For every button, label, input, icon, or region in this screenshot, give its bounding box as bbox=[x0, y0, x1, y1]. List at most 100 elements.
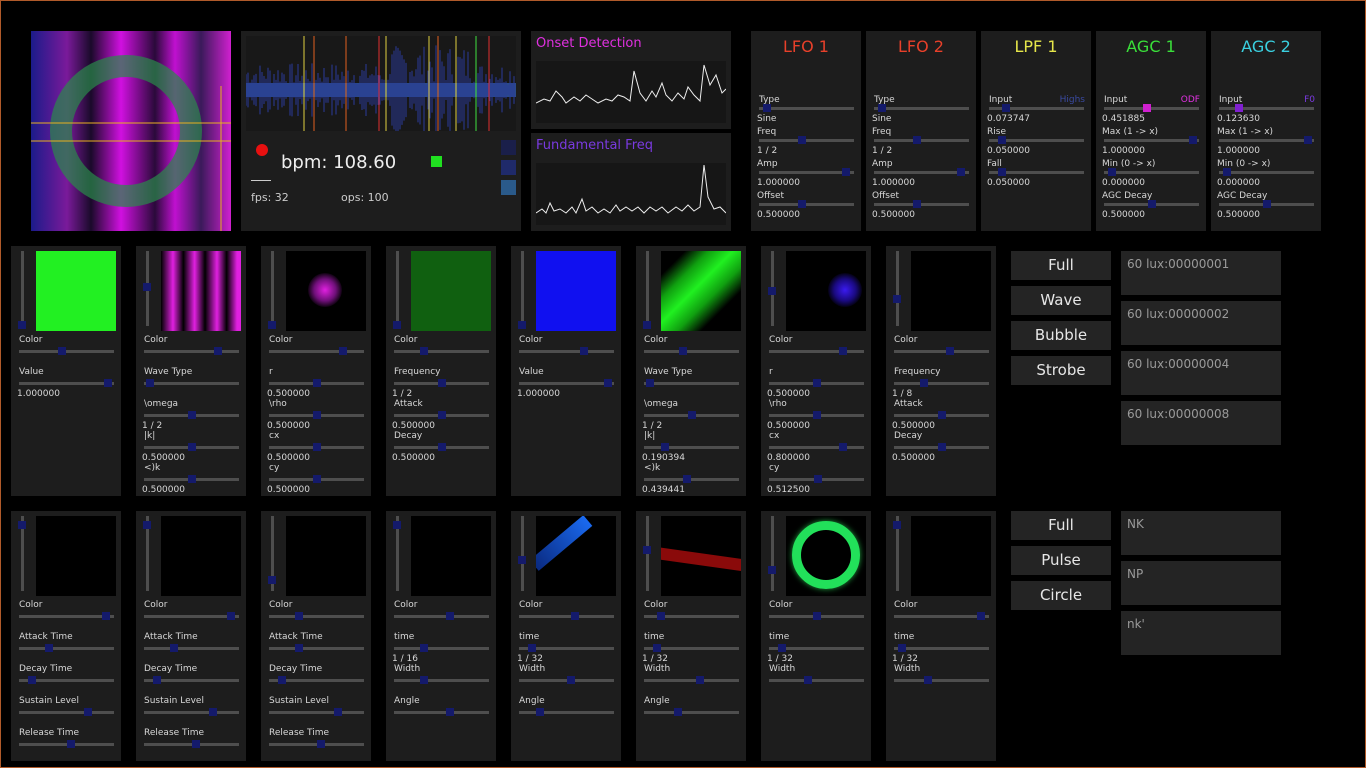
slider-knob[interactable] bbox=[313, 443, 321, 451]
slider-knob[interactable] bbox=[58, 347, 66, 355]
param-slider[interactable] bbox=[769, 612, 864, 620]
param-slider[interactable] bbox=[769, 644, 864, 652]
slider-knob[interactable] bbox=[438, 379, 446, 387]
slider-knob[interactable] bbox=[393, 521, 401, 529]
intensity-slider[interactable] bbox=[643, 516, 651, 591]
slider-knob[interactable] bbox=[643, 546, 651, 554]
param-slider[interactable] bbox=[394, 708, 489, 716]
param-slider[interactable] bbox=[769, 676, 864, 684]
slider-knob[interactable] bbox=[653, 644, 661, 652]
param-slider[interactable] bbox=[19, 347, 114, 355]
pattern-button-full[interactable]: Full bbox=[1011, 251, 1111, 280]
slider-knob[interactable] bbox=[674, 708, 682, 716]
param-slider[interactable] bbox=[144, 612, 239, 620]
param-slider[interactable] bbox=[894, 676, 989, 684]
slider-knob[interactable] bbox=[278, 676, 286, 684]
slider-knob[interactable] bbox=[657, 612, 665, 620]
param-slider[interactable] bbox=[19, 612, 114, 620]
param-slider[interactable] bbox=[19, 379, 114, 387]
slider-knob[interactable] bbox=[227, 612, 235, 620]
param-slider[interactable] bbox=[874, 200, 969, 208]
slider-knob[interactable] bbox=[998, 168, 1006, 176]
slider-knob[interactable] bbox=[317, 740, 325, 748]
slider-knob[interactable] bbox=[446, 612, 454, 620]
light-box[interactable]: 60 lux:00000004 bbox=[1121, 351, 1281, 395]
slider-knob[interactable] bbox=[84, 708, 92, 716]
slider-knob[interactable] bbox=[924, 676, 932, 684]
param-slider[interactable] bbox=[519, 644, 614, 652]
slider-knob[interactable] bbox=[188, 475, 196, 483]
param-slider[interactable] bbox=[644, 708, 739, 716]
param-slider[interactable] bbox=[769, 443, 864, 451]
param-slider[interactable] bbox=[1104, 136, 1199, 144]
param-slider[interactable] bbox=[144, 379, 239, 387]
slider-knob[interactable] bbox=[842, 168, 850, 176]
slider-knob[interactable] bbox=[580, 347, 588, 355]
slider-knob[interactable] bbox=[1223, 168, 1231, 176]
slider-knob[interactable] bbox=[813, 612, 821, 620]
param-slider[interactable] bbox=[144, 475, 239, 483]
param-slider[interactable] bbox=[894, 347, 989, 355]
param-slider[interactable] bbox=[144, 347, 239, 355]
param-slider[interactable] bbox=[269, 676, 364, 684]
slider-knob[interactable] bbox=[420, 676, 428, 684]
slider-knob[interactable] bbox=[339, 347, 347, 355]
slider-knob[interactable] bbox=[1148, 200, 1156, 208]
slider-knob[interactable] bbox=[571, 612, 579, 620]
slider-knob[interactable] bbox=[313, 379, 321, 387]
slider-knob[interactable] bbox=[153, 676, 161, 684]
param-slider[interactable] bbox=[269, 644, 364, 652]
param-slider[interactable] bbox=[394, 644, 489, 652]
param-slider[interactable] bbox=[1219, 168, 1314, 176]
slider-knob[interactable] bbox=[1143, 104, 1151, 112]
param-slider[interactable] bbox=[759, 200, 854, 208]
param-slider[interactable] bbox=[644, 475, 739, 483]
param-slider[interactable] bbox=[144, 708, 239, 716]
param-slider[interactable] bbox=[894, 411, 989, 419]
slider-knob[interactable] bbox=[778, 644, 786, 652]
intensity-slider[interactable] bbox=[393, 516, 401, 591]
slider-knob[interactable] bbox=[1304, 136, 1312, 144]
slider-knob[interactable] bbox=[295, 612, 303, 620]
param-slider[interactable] bbox=[519, 612, 614, 620]
slider-knob[interactable] bbox=[536, 708, 544, 716]
slider-knob[interactable] bbox=[798, 136, 806, 144]
param-slider[interactable] bbox=[894, 443, 989, 451]
slider-knob[interactable] bbox=[763, 104, 771, 112]
param-slider[interactable] bbox=[519, 676, 614, 684]
slider-knob[interactable] bbox=[813, 379, 821, 387]
param-slider[interactable] bbox=[269, 612, 364, 620]
slider-knob[interactable] bbox=[813, 411, 821, 419]
pattern-button-circle[interactable]: Circle bbox=[1011, 581, 1111, 610]
param-slider[interactable] bbox=[769, 411, 864, 419]
param-slider[interactable] bbox=[269, 411, 364, 419]
slider-knob[interactable] bbox=[977, 612, 985, 620]
slider-knob[interactable] bbox=[143, 283, 151, 291]
slider-knob[interactable] bbox=[45, 644, 53, 652]
param-slider[interactable] bbox=[394, 443, 489, 451]
slider-knob[interactable] bbox=[104, 379, 112, 387]
slider-knob[interactable] bbox=[679, 347, 687, 355]
param-slider[interactable] bbox=[894, 379, 989, 387]
input-source-tag[interactable]: Highs bbox=[1059, 95, 1085, 105]
light-box[interactable]: NK bbox=[1121, 511, 1281, 555]
slider-knob[interactable] bbox=[214, 347, 222, 355]
slider-knob[interactable] bbox=[146, 379, 154, 387]
param-slider[interactable] bbox=[644, 443, 739, 451]
param-slider[interactable] bbox=[394, 411, 489, 419]
slider-knob[interactable] bbox=[188, 443, 196, 451]
slider-knob[interactable] bbox=[143, 521, 151, 529]
pattern-button-strobe[interactable]: Strobe bbox=[1011, 356, 1111, 385]
intensity-slider[interactable] bbox=[143, 251, 151, 326]
param-slider[interactable] bbox=[769, 347, 864, 355]
slider-knob[interactable] bbox=[188, 411, 196, 419]
slider-knob[interactable] bbox=[696, 676, 704, 684]
param-slider[interactable] bbox=[769, 379, 864, 387]
slider-knob[interactable] bbox=[518, 556, 526, 564]
slider-knob[interactable] bbox=[768, 566, 776, 574]
slider-knob[interactable] bbox=[170, 644, 178, 652]
intensity-slider[interactable] bbox=[18, 516, 26, 591]
color-swatch-1[interactable] bbox=[501, 140, 516, 155]
slider-knob[interactable] bbox=[643, 321, 651, 329]
slider-knob[interactable] bbox=[913, 136, 921, 144]
